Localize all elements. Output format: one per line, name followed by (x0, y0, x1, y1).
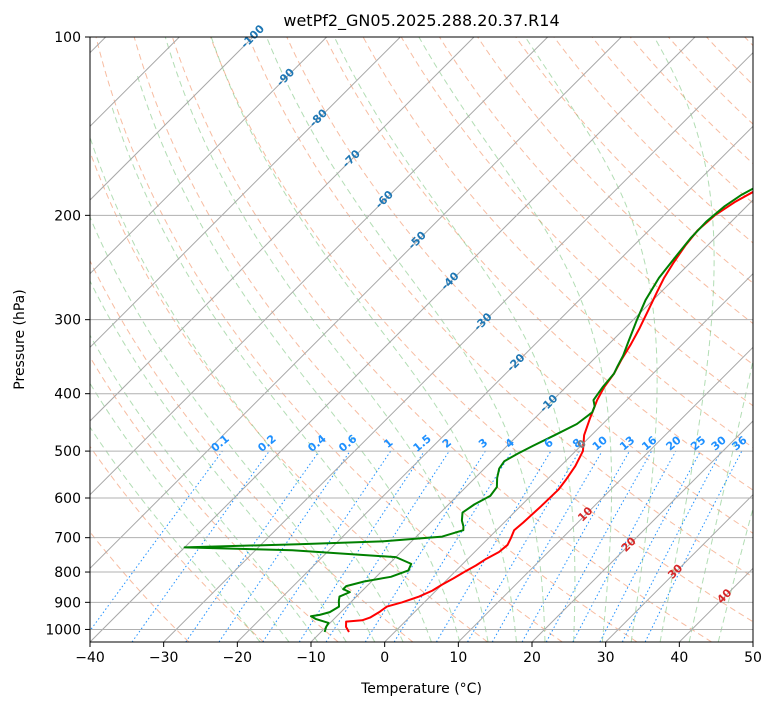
moist-adiabat-line (524, 37, 658, 642)
sounding-profiles (183, 187, 753, 633)
y-tick-label: 400 (54, 387, 81, 403)
isotherm-line (90, 37, 254, 201)
dry-adiabat-line (90, 445, 264, 642)
y-tick-label: 500 (54, 444, 81, 460)
moist-adiabat-line (90, 382, 290, 642)
moist-adiabats (90, 37, 753, 642)
dry-adiabat-line (591, 37, 753, 204)
isotherm-line (605, 493, 753, 642)
moist-adiabat-line (110, 104, 432, 642)
x-tick-label: 20 (523, 650, 541, 666)
moist-adiabat-line (210, 37, 517, 642)
dry-adiabat-line (324, 37, 753, 491)
dry-adiabat-line (515, 37, 753, 284)
moist-adiabat-line (653, 37, 715, 642)
x-tick-label: −20 (223, 650, 253, 666)
dewpoint-profile (183, 187, 753, 633)
moist-adiabat-line (418, 37, 613, 642)
dry-adiabat-line (95, 37, 563, 642)
x-tick-label: 0 (380, 650, 389, 666)
y-axis: 1000 900 800 700 600 500 400 300 200 100 (45, 30, 90, 638)
isotherm-line (236, 125, 753, 642)
mixing-ratio-line (218, 450, 351, 642)
x-tick-label: −30 (149, 650, 179, 666)
y-tick-label: 900 (54, 595, 81, 611)
isotherm-line (90, 37, 328, 275)
moist-adiabat-line (266, 37, 546, 642)
x-tick-label: 40 (670, 650, 688, 666)
isotherm-line (457, 346, 753, 642)
temperature-profile (345, 190, 753, 633)
moist-adiabat-line (688, 358, 753, 642)
y-tick-label: 1000 (45, 622, 81, 638)
mixing-ratio-line (491, 450, 603, 642)
isotherm-lines (90, 37, 753, 642)
mixing-ratio-line (467, 450, 580, 642)
dry-adiabat-line (400, 37, 753, 407)
dry-adiabat-line (90, 259, 414, 642)
mixing-ratio-line (393, 450, 513, 642)
y-axis-label: Pressure (hPa) (12, 289, 28, 389)
chart-title: wetPf2_GN05.2025.288.20.37.R14 (283, 11, 559, 31)
dry-adiabat-line (629, 37, 753, 165)
mixing-ratio-line (521, 450, 630, 642)
mixing-ratio-line (90, 450, 223, 632)
mixing-ratio-line (435, 450, 552, 642)
mixing-ratio-line (185, 450, 320, 642)
dry-adiabat-line (210, 37, 753, 623)
isotherm-line (310, 199, 753, 642)
dry-adiabat-line (133, 37, 638, 642)
moist-adiabat-line (717, 506, 753, 642)
x-axis-label: Temperature (°C) (360, 681, 482, 697)
y-tick-label: 800 (54, 565, 81, 581)
y-tick-label: 300 (54, 313, 81, 329)
y-tick-label: 700 (54, 531, 81, 547)
plot-area (90, 37, 753, 642)
moist-adiabat-line (90, 426, 261, 642)
dry-adiabat-line (477, 37, 753, 325)
isobar-gridlines (90, 37, 753, 630)
y-tick-label: 600 (54, 491, 81, 507)
dry-adiabat-line (171, 37, 712, 642)
y-tick-label: 100 (54, 30, 81, 46)
plot-frame (89, 36, 754, 643)
isotherm-line (90, 37, 549, 496)
moist-adiabat-line (136, 72, 461, 642)
mixing-ratio-line (364, 450, 486, 642)
isotherm-line (90, 37, 401, 349)
moist-adiabat-line (333, 37, 576, 642)
mixing-ratio-line (325, 450, 450, 642)
isotherm-line (531, 420, 753, 642)
y-tick-label: 200 (54, 208, 81, 224)
x-axis: −40 −30 −20 −10 0 10 20 30 40 50 (75, 642, 762, 666)
x-tick-label: 50 (744, 650, 762, 666)
x-tick-label: 30 (597, 650, 615, 666)
dry-adiabat-line (248, 37, 753, 578)
x-tick-label: −10 (296, 650, 326, 666)
isotherm-line (163, 51, 753, 642)
x-tick-label: 10 (449, 650, 467, 666)
isotherm-line (90, 37, 622, 570)
x-tick-label: −40 (75, 650, 105, 666)
isotherm-line (384, 272, 753, 642)
isotherm-line (90, 37, 475, 422)
isotherm-line (90, 37, 696, 642)
moist-adiabat-line (164, 37, 489, 642)
mixing-ratio-line (572, 450, 677, 642)
